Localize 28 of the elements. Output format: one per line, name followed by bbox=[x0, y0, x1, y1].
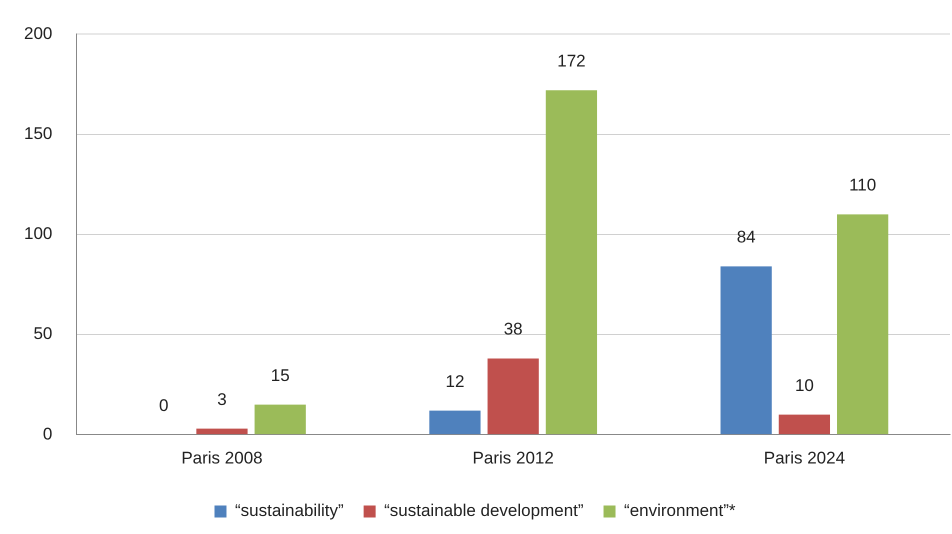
data-label: 110 bbox=[849, 176, 876, 195]
bar bbox=[488, 358, 539, 434]
legend-label: “environment”* bbox=[624, 501, 736, 520]
bar bbox=[720, 266, 772, 434]
data-label: 84 bbox=[736, 228, 756, 247]
y-tick-label: 200 bbox=[24, 24, 52, 43]
x-tick-label: Paris 2012 bbox=[472, 448, 554, 468]
annotation: 0 bbox=[158, 396, 168, 415]
bar bbox=[778, 414, 830, 434]
data-label: 10 bbox=[794, 376, 814, 395]
bar bbox=[254, 404, 306, 434]
y-tick-label: 50 bbox=[33, 324, 52, 344]
y-tick-label: 0 bbox=[42, 424, 52, 444]
x-tick-label: Paris 2024 bbox=[764, 448, 846, 468]
data-label: 3 bbox=[217, 390, 227, 409]
bar bbox=[546, 90, 598, 434]
data-label: 12 bbox=[445, 372, 464, 391]
y-tick-label: 100 bbox=[24, 224, 52, 244]
legend-label: “sustainability” bbox=[234, 501, 344, 520]
data-label: 15 bbox=[270, 366, 290, 385]
bar bbox=[196, 428, 248, 434]
bar bbox=[429, 410, 481, 434]
x-tick-label: Paris 2008 bbox=[181, 448, 263, 468]
data-label: 172 bbox=[557, 51, 586, 70]
data-label: 38 bbox=[504, 320, 523, 339]
bar bbox=[837, 214, 888, 434]
y-tick-label: 150 bbox=[24, 124, 52, 143]
legend-label: “sustainable development” bbox=[384, 501, 584, 520]
